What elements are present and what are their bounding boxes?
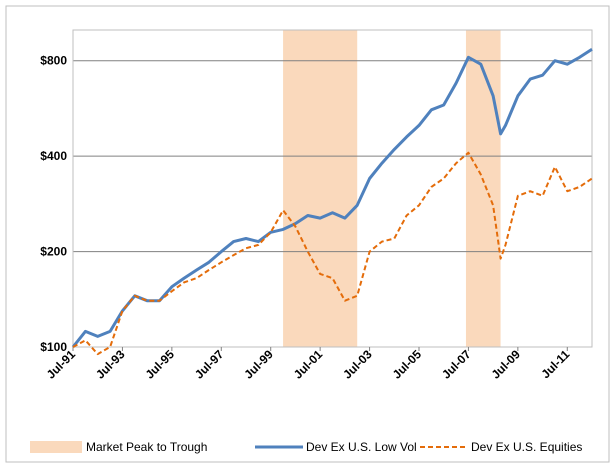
plot-frame bbox=[72, 29, 593, 348]
y-tick-label: $800 bbox=[40, 54, 67, 68]
y-tick-label: $400 bbox=[40, 149, 67, 163]
legend-label: Market Peak to Trough bbox=[86, 440, 207, 454]
y-tick-label: $200 bbox=[40, 245, 67, 259]
shaded-range bbox=[465, 30, 501, 347]
series-line bbox=[71, 47, 593, 348]
y-tick-label: $100 bbox=[40, 340, 67, 354]
shaded-range bbox=[283, 30, 358, 347]
legend-label: Dev Ex U.S. Equities bbox=[471, 440, 582, 454]
series-line bbox=[72, 151, 593, 356]
legend-label: Dev Ex U.S. Low Vol bbox=[306, 440, 417, 454]
legend-swatch bbox=[30, 441, 82, 453]
